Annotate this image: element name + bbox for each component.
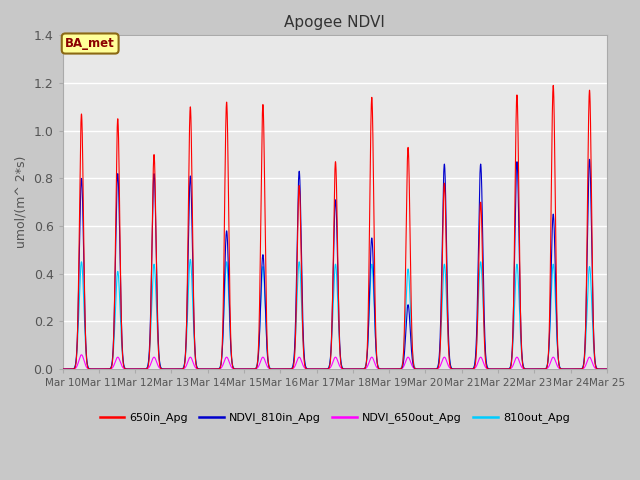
Legend: 650in_Apg, NDVI_810in_Apg, NDVI_650out_Apg, 810out_Apg: 650in_Apg, NDVI_810in_Apg, NDVI_650out_A…: [95, 408, 574, 428]
Title: Apogee NDVI: Apogee NDVI: [284, 15, 385, 30]
Text: BA_met: BA_met: [65, 37, 115, 50]
Y-axis label: umol/(m^ 2*s): umol/(m^ 2*s): [15, 156, 28, 248]
